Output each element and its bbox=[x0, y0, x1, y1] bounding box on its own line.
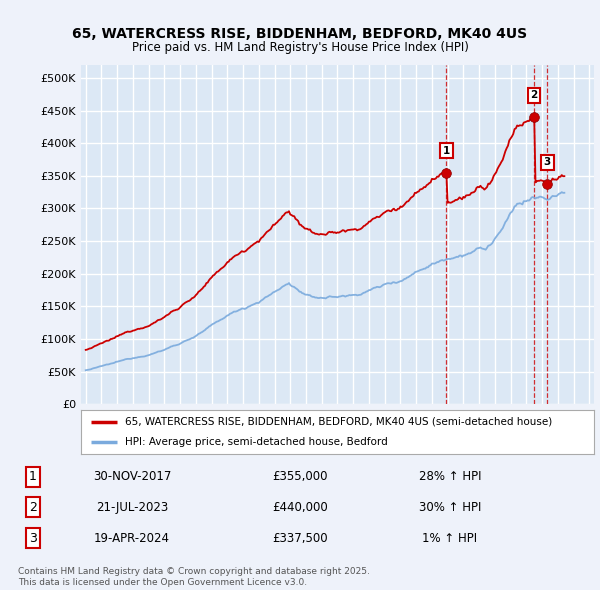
Text: 30% ↑ HPI: 30% ↑ HPI bbox=[419, 501, 481, 514]
Text: 2: 2 bbox=[29, 501, 37, 514]
Text: Price paid vs. HM Land Registry's House Price Index (HPI): Price paid vs. HM Land Registry's House … bbox=[131, 41, 469, 54]
Text: 1: 1 bbox=[443, 146, 450, 156]
Text: 1% ↑ HPI: 1% ↑ HPI bbox=[422, 532, 478, 545]
Text: 21-JUL-2023: 21-JUL-2023 bbox=[96, 501, 168, 514]
Text: Contains HM Land Registry data © Crown copyright and database right 2025.
This d: Contains HM Land Registry data © Crown c… bbox=[18, 568, 370, 586]
Text: 28% ↑ HPI: 28% ↑ HPI bbox=[419, 470, 481, 483]
Text: HPI: Average price, semi-detached house, Bedford: HPI: Average price, semi-detached house,… bbox=[125, 437, 388, 447]
Text: 19-APR-2024: 19-APR-2024 bbox=[94, 532, 170, 545]
Text: 65, WATERCRESS RISE, BIDDENHAM, BEDFORD, MK40 4US: 65, WATERCRESS RISE, BIDDENHAM, BEDFORD,… bbox=[73, 27, 527, 41]
Text: 1: 1 bbox=[29, 470, 37, 483]
Text: 30-NOV-2017: 30-NOV-2017 bbox=[93, 470, 171, 483]
Text: £440,000: £440,000 bbox=[272, 501, 328, 514]
Text: 3: 3 bbox=[29, 532, 37, 545]
Text: 65, WATERCRESS RISE, BIDDENHAM, BEDFORD, MK40 4US (semi-detached house): 65, WATERCRESS RISE, BIDDENHAM, BEDFORD,… bbox=[125, 417, 552, 427]
Text: 2: 2 bbox=[530, 90, 538, 100]
Text: 3: 3 bbox=[544, 158, 551, 168]
Text: £337,500: £337,500 bbox=[272, 532, 328, 545]
Text: £355,000: £355,000 bbox=[272, 470, 328, 483]
